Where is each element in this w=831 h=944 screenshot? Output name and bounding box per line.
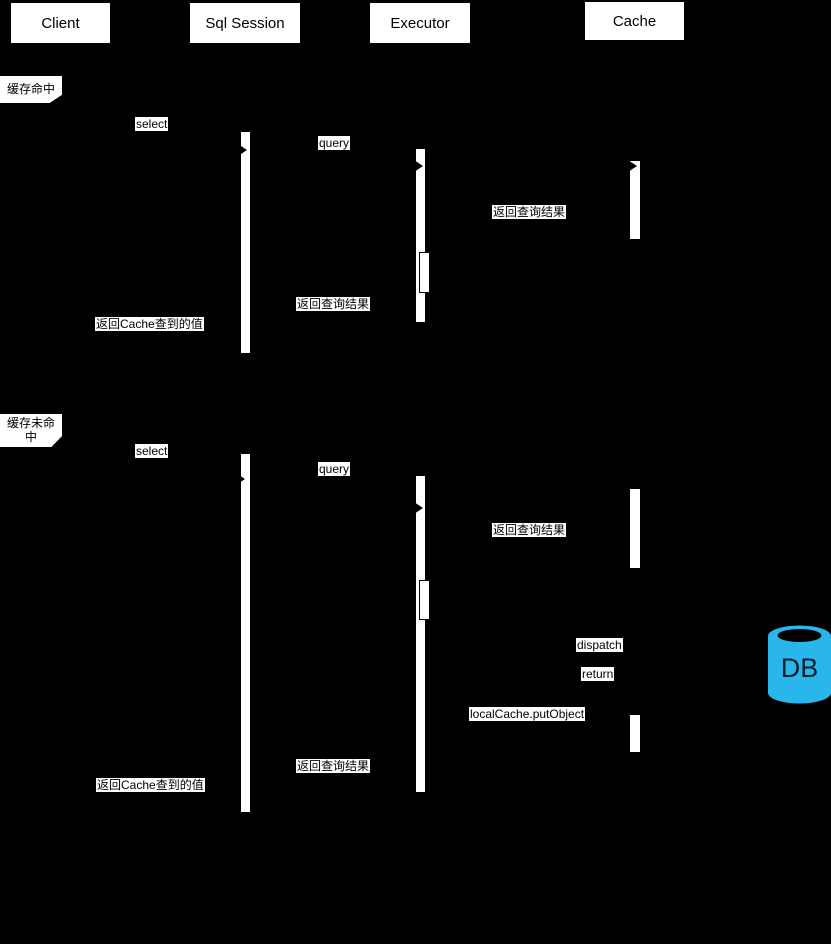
arrowhead-icon (238, 144, 247, 156)
activation-cache-1 (630, 161, 640, 239)
message-return-query-executor-2: 返回查询结果 (296, 759, 371, 773)
participant-client-label: Client (41, 14, 80, 32)
message-return: return (581, 667, 615, 681)
message-dispatch: dispatch (576, 638, 623, 652)
participant-cache-label: Cache (612, 12, 657, 30)
note-cache-hit-label: 缓存命中 (7, 82, 56, 96)
note-cache-miss: 缓存未命中 (0, 414, 62, 447)
arrowhead-icon (414, 502, 423, 514)
message-return-query-cache-1: 返回查询结果 (492, 205, 567, 219)
activation-executor-self-2 (419, 580, 430, 620)
message-put-object: localCache.putObject (469, 707, 586, 721)
message-query-1: query (318, 136, 351, 150)
arrowhead-icon (414, 160, 423, 172)
db-label: DB (781, 653, 819, 683)
message-return-query-executor-1: 返回查询结果 (296, 297, 371, 311)
message-return-cache-value-2: 返回Cache查到的值 (96, 778, 205, 792)
participant-executor-label: Executor (390, 14, 450, 32)
participant-client: Client (11, 3, 110, 43)
arrowhead-icon (236, 473, 245, 485)
activation-sqlsession-2 (241, 454, 250, 812)
note-cache-hit: 缓存命中 (0, 76, 62, 103)
arrowhead-icon (628, 160, 637, 172)
activation-cache-3 (630, 715, 640, 752)
activation-executor-2 (416, 476, 425, 792)
participant-sql-session: Sql Session (190, 3, 300, 43)
message-return-cache-value-1: 返回Cache查到的值 (95, 317, 204, 331)
message-query-2: query (318, 462, 351, 476)
database-cylinder-icon: DB (768, 625, 831, 704)
note-cache-miss-label: 缓存未命中 (6, 416, 55, 444)
participant-cache: Cache (585, 2, 684, 40)
activation-executor-1 (416, 149, 425, 322)
message-select-2: select (135, 444, 169, 458)
participant-sql-session-label: Sql Session (205, 14, 285, 32)
activation-executor-self-1 (419, 252, 430, 293)
participant-executor: Executor (370, 3, 470, 43)
activation-cache-2 (630, 489, 640, 568)
message-return-query-cache-2: 返回查询结果 (492, 523, 567, 537)
activation-sqlsession-1 (241, 132, 250, 353)
message-select-1: select (135, 117, 169, 131)
